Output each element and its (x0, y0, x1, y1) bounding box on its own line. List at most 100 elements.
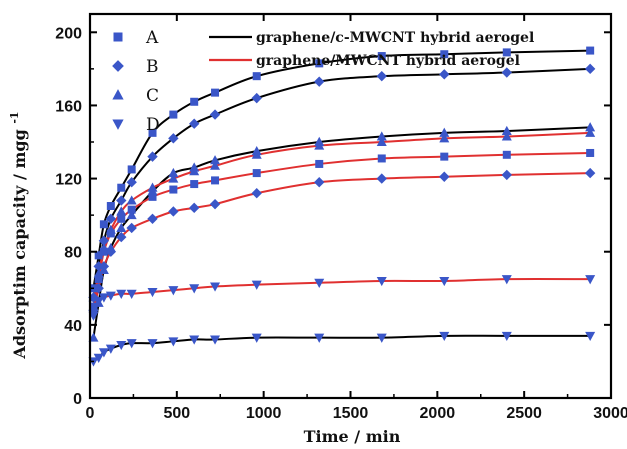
legend-line-label-1: graphene/MWCNT hybrid aerogel (256, 53, 520, 69)
data-point-diamond (251, 92, 262, 104)
data-point-triangle-down (314, 333, 325, 343)
x-tick-label: 2000 (420, 405, 456, 422)
data-point-diamond (209, 198, 221, 210)
data-point-triangle-down (93, 297, 104, 307)
legend-label-A: A (145, 28, 159, 48)
data-point-triangle-up (376, 136, 387, 146)
data-point-square (211, 176, 220, 185)
data-point-triangle-down (210, 282, 221, 292)
data-point-diamond (376, 70, 387, 82)
data-point-diamond (147, 151, 158, 162)
data-point-diamond (251, 188, 262, 199)
data-point-triangle-up (501, 125, 512, 136)
data-point-triangle-up (168, 173, 179, 183)
x-tick-label: 0 (86, 405, 95, 422)
fit-curve-7 (92, 278, 591, 317)
x-tick-label: 1500 (333, 405, 369, 422)
data-point-triangle-up (126, 209, 137, 220)
data-point-square (148, 192, 157, 201)
x-axis-label: Time / min (304, 427, 401, 446)
data-point-diamond (98, 235, 110, 246)
data-point-diamond (439, 69, 450, 80)
data-point-diamond (189, 118, 200, 129)
data-point-square (127, 165, 136, 174)
data-point-diamond (98, 261, 110, 272)
y-tick-label: 80 (64, 245, 82, 262)
data-point-triangle-down (210, 335, 221, 345)
data-point-triangle-down (376, 276, 387, 287)
x-tick-label: 2500 (506, 405, 542, 422)
data-point-triangle-up (376, 131, 387, 141)
data-point-triangle-up (147, 182, 158, 192)
data-point-square (252, 72, 261, 81)
axes (88, 12, 613, 400)
data-point-triangle-down (98, 348, 109, 358)
data-point-triangle-up (251, 149, 262, 159)
data-point-diamond (189, 202, 200, 214)
data-point-triangle-down (147, 339, 158, 349)
data-point-triangle-down (501, 275, 512, 285)
data-point-square (252, 169, 261, 178)
tick-labels: 0 500 1000 1500 2000 2500 3000 0 40 80 120 160 200 (55, 25, 627, 422)
legend-label-D: D (146, 115, 160, 135)
data-point-diamond (209, 109, 221, 120)
data-point-square (94, 251, 103, 260)
data-point-square (502, 150, 511, 159)
data-point-diamond (105, 213, 117, 224)
fit-curve-5 (92, 172, 591, 311)
data-point-square (586, 46, 595, 55)
data-point-triangle-up (439, 133, 450, 143)
data-point-triangle-down (251, 280, 262, 290)
data-point-diamond (116, 231, 127, 243)
data-point-triangle-down (116, 340, 127, 351)
data-point-triangle-down (93, 353, 104, 363)
y-axis-label-sup: -1 (8, 111, 21, 123)
data-point-triangle-up (210, 160, 221, 170)
data-point-triangle-down (314, 278, 325, 288)
x-tick-label: 1000 (246, 405, 282, 422)
data-point-triangle-down (501, 331, 512, 342)
data-point-square (315, 159, 324, 168)
data-point-triangle-up (116, 222, 127, 232)
data-point-triangle-down (585, 275, 596, 285)
data-point-triangle-up (98, 242, 109, 253)
data-point-square (377, 154, 386, 163)
y-tick-label: 0 (73, 391, 82, 408)
data-point-triangle-up (585, 127, 596, 137)
data-point-square (211, 88, 220, 97)
data-point-triangle-down (189, 284, 200, 294)
data-point-square (106, 202, 115, 210)
data-point-triangle-down (439, 276, 450, 287)
data-point-diamond (126, 177, 137, 188)
data-point-square (169, 110, 178, 119)
data-point-triangle-up (189, 166, 200, 176)
data-point-triangle-down (376, 333, 387, 343)
data-point-diamond (501, 169, 512, 181)
legend-marker-diamond (112, 60, 124, 72)
data-point-triangle-down (168, 337, 179, 347)
y-axis-label-main: Adsorptim capacity / mgg (10, 129, 29, 359)
data-point-square (117, 214, 126, 223)
fit-curve-0 (92, 49, 591, 289)
data-point-square (94, 275, 103, 284)
legend-marker-triangle-down (112, 119, 124, 130)
data-point-diamond (501, 67, 512, 78)
legend-label-C: C (146, 86, 159, 106)
data-point-diamond (93, 283, 104, 294)
data-point-triangle-up (439, 127, 450, 137)
data-point-square (315, 59, 324, 68)
data-point-triangle-down (126, 339, 137, 349)
data-point-square (148, 128, 157, 137)
data-point-triangle-down (105, 344, 116, 354)
legend-marker-triangle-up (112, 89, 124, 100)
data-point-triangle-up (116, 206, 127, 216)
data-point-diamond (314, 177, 325, 188)
data-point-triangle-up (168, 167, 179, 178)
data-point-diamond (584, 167, 596, 179)
fit-curve-6 (92, 131, 591, 298)
data-point-triangle-up (105, 224, 116, 234)
data-point-square (127, 205, 136, 214)
legend-label-B: B (146, 57, 159, 77)
data-point-square (190, 97, 199, 106)
